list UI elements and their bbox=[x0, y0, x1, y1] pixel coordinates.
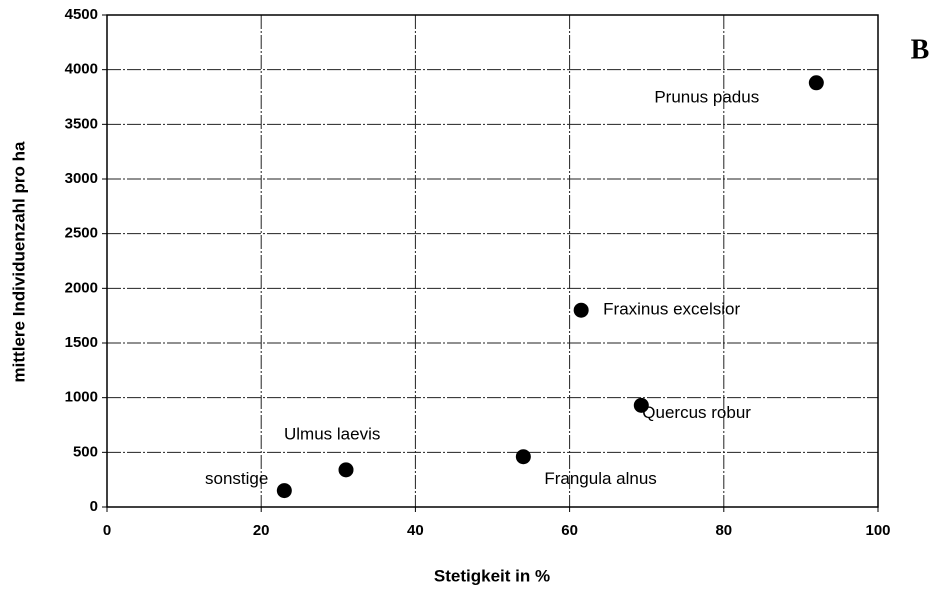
point bbox=[338, 462, 354, 478]
x-tick-label: 100 bbox=[865, 522, 890, 539]
y-tick-label: 2500 bbox=[65, 225, 98, 242]
point-label: Ulmus laevis bbox=[284, 424, 380, 443]
x-axis-label: Stetigkeit in % bbox=[434, 566, 550, 585]
y-tick-label: 1500 bbox=[65, 334, 98, 351]
y-tick-label: 3500 bbox=[65, 115, 98, 132]
point bbox=[633, 397, 649, 413]
point-label: Prunus padus bbox=[654, 87, 759, 106]
point bbox=[808, 75, 824, 91]
x-tick-label: 80 bbox=[715, 522, 732, 539]
y-axis-label: mittlere Individuenzahl pro ha bbox=[9, 141, 28, 382]
point-label: Frangula alnus bbox=[544, 469, 656, 488]
y-tick-label: 2000 bbox=[65, 279, 98, 296]
point-label: Fraxinus excelsior bbox=[603, 300, 740, 319]
y-tick-label: 3000 bbox=[65, 170, 98, 187]
point-label: Quercus robur bbox=[642, 403, 751, 422]
y-tick-label: 4500 bbox=[65, 6, 98, 23]
x-tick-label: 40 bbox=[407, 522, 424, 539]
x-tick-label: 60 bbox=[561, 522, 578, 539]
x-tick-label: 0 bbox=[103, 522, 111, 539]
point-label: sonstige bbox=[205, 469, 268, 488]
panel-label: B bbox=[911, 34, 930, 65]
x-tick-label: 20 bbox=[253, 522, 270, 539]
y-tick-label: 1000 bbox=[65, 389, 98, 406]
plot-frame bbox=[106, 14, 879, 508]
point bbox=[515, 449, 531, 465]
point bbox=[276, 483, 292, 499]
y-tick-label: 500 bbox=[73, 443, 98, 460]
point bbox=[573, 302, 589, 318]
y-tick-label: 0 bbox=[90, 498, 98, 515]
y-tick-label: 4000 bbox=[65, 61, 98, 78]
